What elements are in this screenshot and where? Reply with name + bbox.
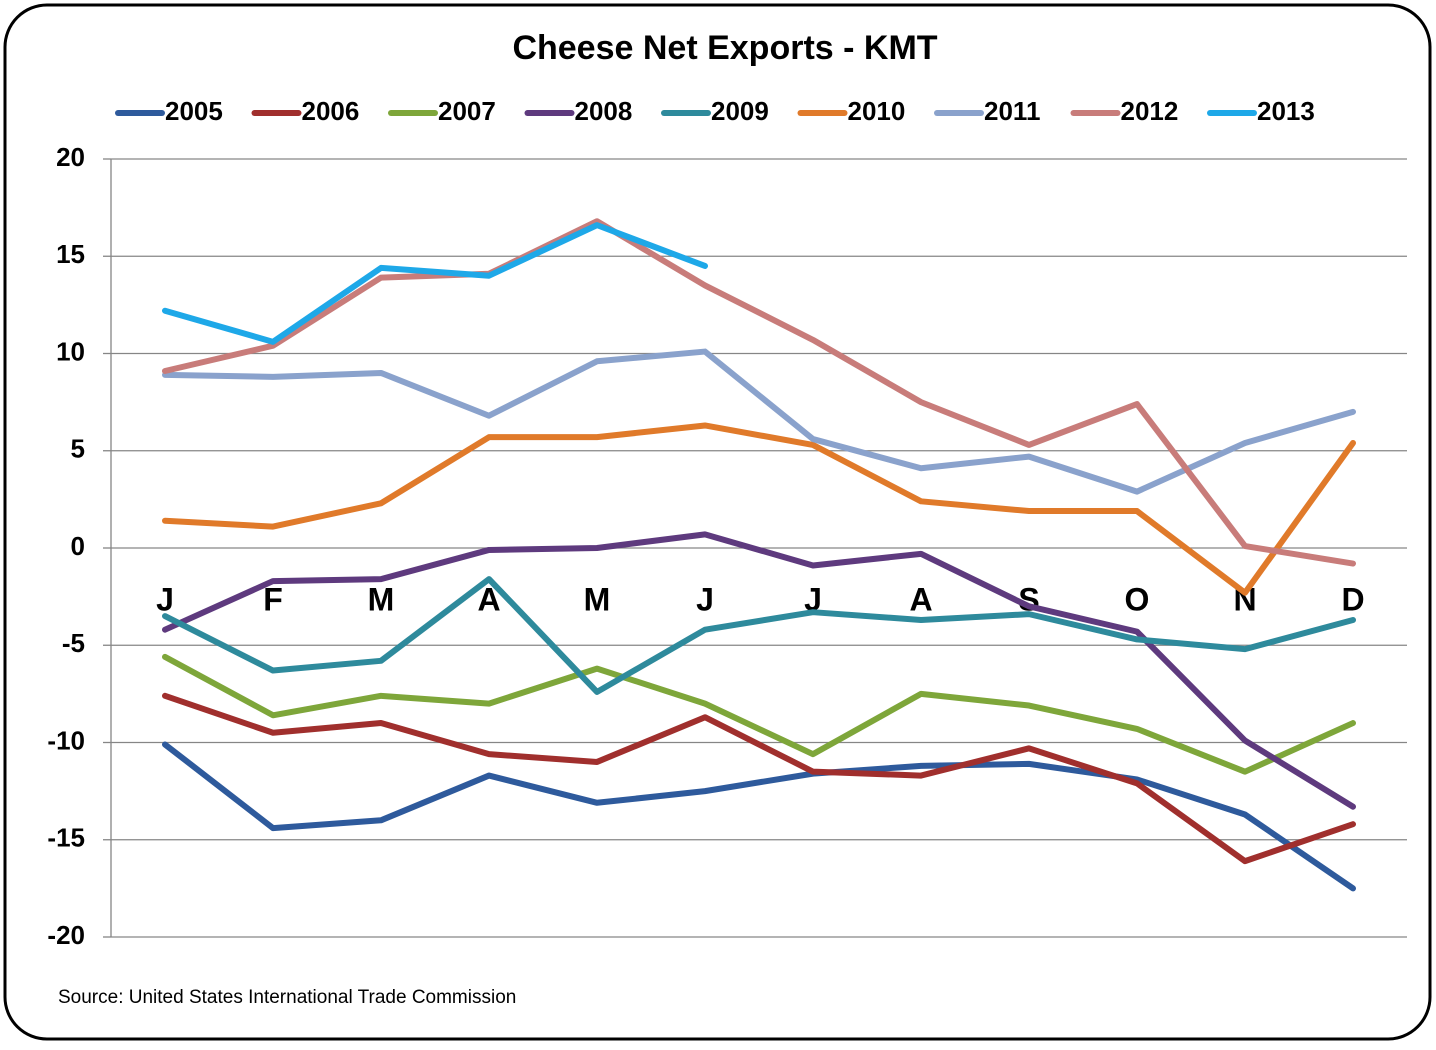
series-line [162, 531, 1356, 810]
legend-label: 2010 [848, 96, 906, 126]
series-line [162, 422, 1356, 596]
series-line [162, 348, 1356, 495]
legend-label: 2006 [302, 96, 360, 126]
series-line [162, 218, 1356, 567]
x-tick-label: J [804, 581, 822, 617]
source-note: Source: United States International Trad… [58, 987, 516, 1008]
y-tick-label: 20 [56, 142, 85, 172]
series-line [162, 653, 1356, 775]
legend-label: 2011 [984, 96, 1040, 126]
y-tick-label: -5 [62, 628, 85, 658]
series-line [162, 222, 708, 345]
series-line [162, 692, 1356, 865]
chart-border [3, 3, 1432, 1041]
series-line [162, 576, 1356, 695]
chart-title: Cheese Net Exports - KMT [512, 29, 937, 67]
y-tick-label: 10 [56, 336, 85, 366]
x-tick-label: O [1125, 581, 1150, 617]
series-line [162, 741, 1356, 892]
y-tick-label: -10 [47, 725, 85, 755]
x-tick-label: A [477, 581, 500, 617]
y-tick-label: 0 [71, 531, 85, 561]
legend-label: 2012 [1121, 96, 1179, 126]
y-tick-label: 15 [56, 239, 85, 269]
x-tick-label: F [263, 581, 283, 617]
legend-label: 2009 [711, 96, 769, 126]
y-tick-label: -15 [47, 823, 85, 853]
x-tick-label: J [696, 581, 714, 617]
y-tick-label: 5 [71, 434, 85, 464]
y-tick-label: -20 [47, 920, 85, 950]
legend-label: 2008 [575, 96, 633, 126]
x-tick-label: M [368, 581, 395, 617]
x-tick-label: J [156, 581, 174, 617]
x-tick-label: D [1341, 581, 1364, 617]
x-tick-label: A [909, 581, 932, 617]
legend-label: 2013 [1257, 96, 1315, 126]
x-tick-label: M [584, 581, 611, 617]
legend-label: 2005 [165, 96, 223, 126]
legend-label: 2007 [438, 96, 496, 126]
